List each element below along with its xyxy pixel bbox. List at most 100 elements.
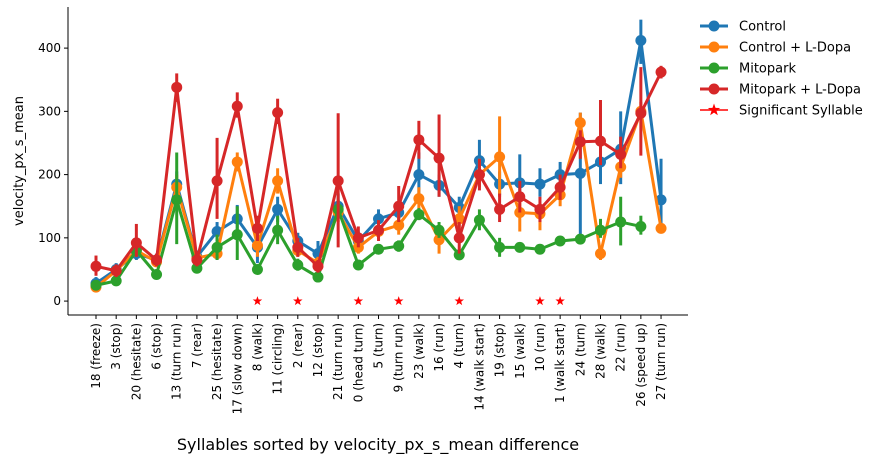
data-point xyxy=(413,169,425,181)
data-point xyxy=(534,243,546,255)
legend-item: Mitopark + L-Dopa xyxy=(700,83,861,98)
data-point xyxy=(90,260,102,272)
data-point xyxy=(231,229,243,241)
legend-item: Control xyxy=(700,20,786,35)
data-point xyxy=(615,148,627,160)
data-point xyxy=(373,213,385,225)
x-tick-label: 23 (walk) xyxy=(412,323,426,379)
data-point xyxy=(554,235,566,247)
series-mitopark xyxy=(90,152,647,291)
data-point xyxy=(635,220,647,232)
x-tick-label: 9 (turn run) xyxy=(392,323,406,392)
data-point xyxy=(554,181,566,193)
data-point xyxy=(413,208,425,220)
data-point xyxy=(615,216,627,228)
data-point xyxy=(211,175,223,187)
x-tick-label: 10 (run) xyxy=(533,323,547,372)
data-point xyxy=(110,275,122,287)
data-point xyxy=(655,66,667,78)
data-point xyxy=(413,193,425,205)
y-tick-label: 0 xyxy=(53,294,61,308)
x-tick-label: 15 (walk) xyxy=(513,323,527,379)
data-point xyxy=(433,224,445,236)
legend-label: Mitopark + L-Dopa xyxy=(739,83,861,98)
data-point xyxy=(251,222,263,234)
significant-star-marker xyxy=(555,296,565,306)
data-point xyxy=(393,240,405,252)
data-point xyxy=(574,233,586,245)
data-point xyxy=(473,214,485,226)
data-point xyxy=(352,259,364,271)
x-tick-label: 26 (speed up) xyxy=(634,323,648,407)
y-tick-label: 300 xyxy=(38,104,61,118)
x-tick-label: 17 (slow down) xyxy=(230,323,244,414)
significant-star-marker xyxy=(293,296,303,306)
x-tick-label: 22 (run) xyxy=(614,323,628,372)
data-point xyxy=(292,241,304,253)
significant-star-marker xyxy=(535,296,545,306)
series-mitopark-l-dopa xyxy=(90,65,667,278)
y-tick-label: 400 xyxy=(38,41,61,55)
data-point xyxy=(151,254,163,266)
significant-star-marker xyxy=(353,296,364,306)
data-point xyxy=(272,107,284,119)
legend-label: Control + L-Dopa xyxy=(739,41,851,56)
data-point xyxy=(453,232,465,244)
data-point xyxy=(151,269,163,281)
data-point xyxy=(292,259,304,271)
data-point xyxy=(655,194,667,206)
x-tick-label: 27 (turn run) xyxy=(654,323,668,400)
x-tick-label: 4 (turn) xyxy=(452,323,466,368)
data-point xyxy=(574,167,586,179)
data-point xyxy=(494,203,506,215)
legend-marker xyxy=(708,20,720,32)
x-tick-label: 1 (walk start) xyxy=(553,323,567,403)
data-point xyxy=(373,224,385,236)
data-point xyxy=(231,156,243,168)
data-point xyxy=(171,81,183,93)
y-tick-label: 100 xyxy=(38,231,61,245)
data-point xyxy=(433,152,445,164)
legend-marker xyxy=(708,41,720,53)
x-tick-label: 20 (hesitate) xyxy=(129,323,143,400)
data-point xyxy=(494,151,506,163)
data-point xyxy=(635,107,647,119)
chart-legend: Control Control + L-Dopa Mitopark Mitopark … xyxy=(700,20,863,119)
x-tick-label: 8 (walk) xyxy=(250,323,264,371)
x-tick-label: 6 (stop) xyxy=(150,323,164,370)
x-tick-label: 21 (turn run) xyxy=(331,323,345,400)
plot-area xyxy=(90,19,667,306)
x-tick-label: 3 (stop) xyxy=(109,323,123,370)
x-tick-label: 19 (stop) xyxy=(493,323,507,377)
data-point xyxy=(413,134,425,146)
legend-label: Control xyxy=(739,20,786,35)
data-point xyxy=(352,232,364,244)
significant-star-marker xyxy=(393,296,404,306)
legend-label: Mitopark xyxy=(739,62,796,77)
data-point xyxy=(473,169,485,181)
data-point xyxy=(534,178,546,190)
significant-star-marker xyxy=(252,296,263,306)
data-point xyxy=(211,241,223,253)
legend-item: Control + L-Dopa xyxy=(700,41,851,56)
data-point xyxy=(514,191,526,203)
legend-item: Mitopark xyxy=(700,62,796,77)
data-point xyxy=(90,279,102,291)
y-tick-label: 200 xyxy=(38,168,61,182)
x-axis-title: Syllables sorted by velocity_px_s_mean d… xyxy=(177,435,579,455)
data-point xyxy=(595,135,606,147)
data-point xyxy=(272,224,284,236)
data-point xyxy=(171,194,183,206)
legend-star-marker xyxy=(707,103,721,116)
data-point xyxy=(393,219,405,231)
data-point xyxy=(595,224,606,236)
x-tick-label: 24 (turn) xyxy=(573,323,587,376)
legend-item: Significant Syllable xyxy=(700,103,863,119)
series-line xyxy=(95,198,642,287)
x-tick-label: 28 (walk) xyxy=(594,323,608,379)
data-point xyxy=(534,203,546,215)
data-point xyxy=(191,254,203,266)
data-point xyxy=(655,222,667,234)
data-point xyxy=(110,265,122,277)
data-point xyxy=(595,248,606,260)
